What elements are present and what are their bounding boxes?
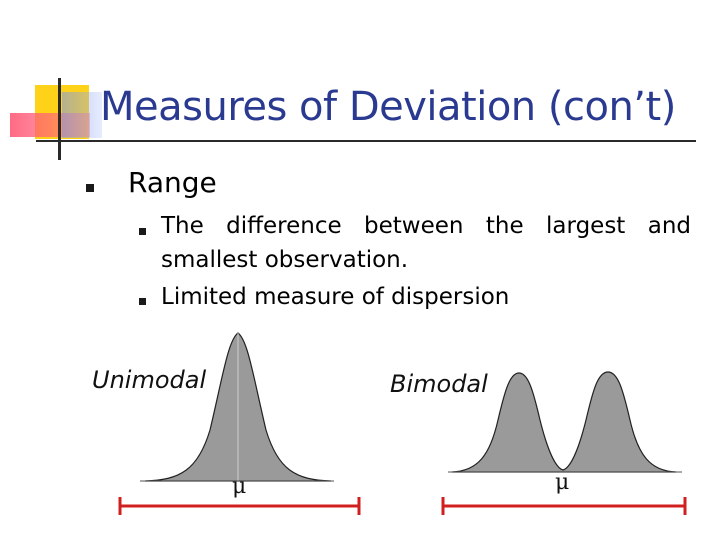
title-ornament-vertical-line bbox=[58, 78, 61, 160]
bimodal-mu-label: μ bbox=[555, 470, 570, 495]
sub-bullet-square-icon bbox=[139, 228, 146, 235]
sub-bullet-square-icon bbox=[139, 298, 146, 305]
slide-title: Measures of Deviation (con’t) bbox=[100, 84, 676, 130]
title-underline bbox=[36, 140, 696, 142]
bullet-range: Range bbox=[128, 166, 217, 199]
bimodal-curve bbox=[451, 371, 677, 473]
sub-bullet-limited: Limited measure of dispersion bbox=[161, 284, 510, 310]
title-ornament-blue-block bbox=[62, 92, 102, 138]
bimodal-label: Bimodal bbox=[390, 370, 488, 398]
unimodal-mu-label: μ bbox=[232, 474, 247, 499]
sub-bullet-definition-line1: The difference between the largest and bbox=[161, 213, 691, 239]
unimodal-label: Unimodal bbox=[92, 366, 207, 394]
sub-bullet-definition-line2: smallest observation. bbox=[161, 247, 409, 273]
bullet-square-icon bbox=[86, 184, 94, 192]
